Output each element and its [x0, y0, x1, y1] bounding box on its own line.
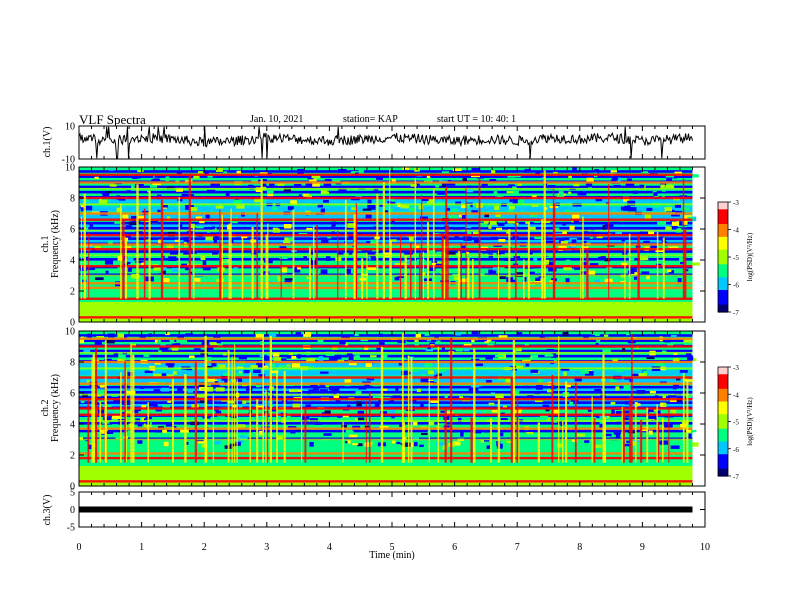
- ch1-spec-ytick: 10: [65, 163, 75, 174]
- ch1-colorbar-tick: -7: [733, 309, 739, 317]
- station-label: station= KAP: [343, 114, 398, 125]
- ch1-spec-ylabel: Frequency (kHz): [50, 210, 61, 278]
- ch2-spec-ylabel: Frequency (kHz): [50, 374, 61, 442]
- xtick-label: 1: [139, 542, 144, 553]
- ch1-spec-ytick: 4: [70, 256, 75, 267]
- ch2-colorbar-tick: -3: [733, 364, 739, 372]
- ch2-spec-ytick: 8: [70, 358, 75, 369]
- ch3-wave-ylabel: ch.3(V): [42, 495, 53, 526]
- xtick-label: 7: [515, 542, 520, 553]
- xtick-label: 0: [77, 542, 82, 553]
- ch3-wave-ytick: -5: [67, 523, 75, 534]
- xtick-label: 6: [452, 542, 457, 553]
- xtick-label: 2: [202, 542, 207, 553]
- ch2-spec-ytick: 2: [70, 451, 75, 462]
- ch1-spec-ytick: 6: [70, 225, 75, 236]
- ch1-spec-ytick: 8: [70, 194, 75, 205]
- ch1-colorbar-tick: -3: [733, 199, 739, 207]
- ch2-channel-label: ch.2: [40, 400, 51, 417]
- ch2-heatmap: [79, 331, 699, 487]
- ch1-colorbar-tick: -6: [733, 282, 739, 290]
- ch2-colorbar-label: log(PSD)(V²/Hz): [746, 397, 754, 446]
- ch1-waveform-line: [78, 126, 693, 159]
- ch2-spec-ytick: 6: [70, 389, 75, 400]
- ch1-colorbar-tick: -4: [733, 227, 739, 235]
- ch2-colorbar-tick: -6: [733, 446, 739, 454]
- ch3-waveform-line: [79, 506, 693, 513]
- ch1-wave-ytick: 10: [65, 122, 75, 133]
- ch1-colorbar-label: log(PSD)(V²/Hz): [746, 232, 754, 281]
- xtick-label: 10: [700, 542, 710, 553]
- ch3-wave-ytick: 0: [70, 505, 75, 516]
- ch1-spec-ytick: 2: [70, 287, 75, 298]
- ch2-spec-ytick: 4: [70, 420, 75, 431]
- xtick-label: 4: [327, 542, 332, 553]
- start-time-label: start UT = 10: 40: 1: [437, 114, 517, 125]
- xtick-label: 5: [390, 542, 395, 553]
- ch2-colorbar-tick: -5: [733, 419, 739, 427]
- xtick-label: 9: [640, 542, 645, 553]
- ch2-spec-ytick: 10: [65, 327, 75, 338]
- ch1-wave-ytick: -10: [62, 155, 75, 166]
- ch1-wave-ylabel: ch.1(V): [42, 127, 53, 158]
- ch2-spec-ytick: 0: [70, 482, 75, 493]
- ch1-colorbar-tick: -5: [733, 254, 739, 262]
- recording-date: Jan. 10, 2021: [250, 114, 304, 125]
- figure-title: VLF Spectra: [79, 112, 146, 127]
- xtick-label: 3: [264, 542, 269, 553]
- x-axis-label: Time (min): [369, 550, 414, 561]
- xtick-label: 8: [577, 542, 582, 553]
- ch1-spec-ytick: 0: [70, 318, 75, 329]
- ch1-channel-label: ch.1: [40, 236, 51, 253]
- ch3-wave-ytick: 5: [70, 488, 75, 499]
- ch2-colorbar-tick: -4: [733, 391, 739, 399]
- ch1-heatmap: [79, 167, 701, 323]
- ch2-colorbar-tick: -7: [733, 473, 739, 481]
